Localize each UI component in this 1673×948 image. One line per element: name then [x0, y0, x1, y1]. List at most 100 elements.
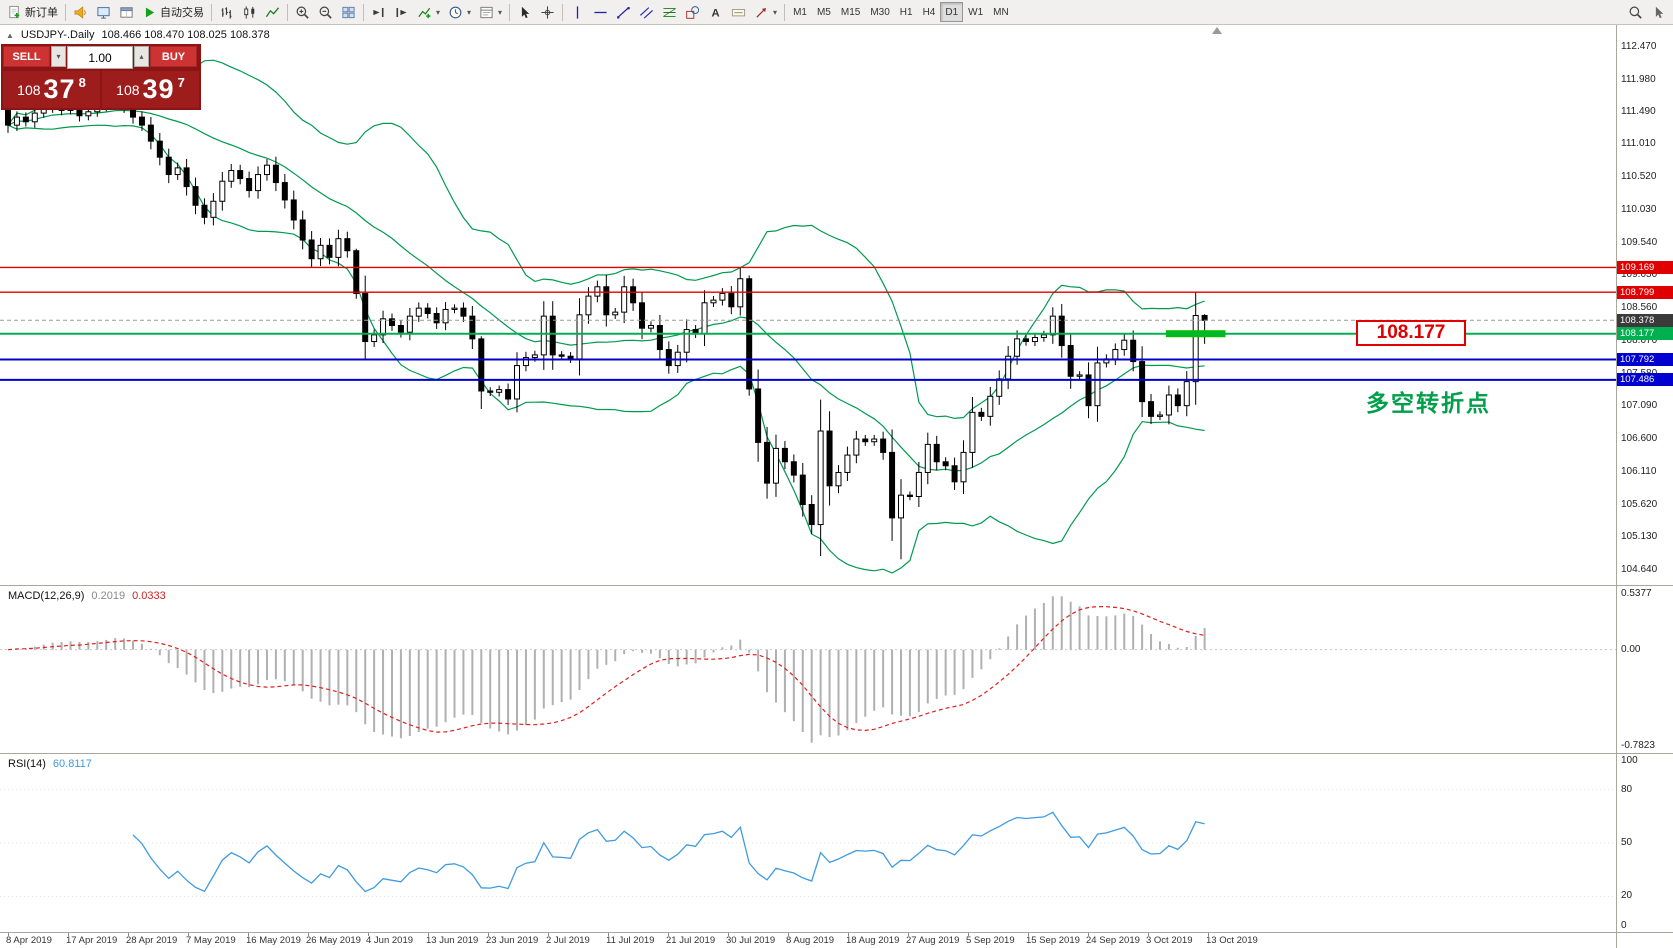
timeframe-m5-button[interactable]: M5	[812, 2, 836, 22]
text-icon: A	[711, 7, 719, 19]
fibonacci-button[interactable]	[658, 2, 681, 22]
date-axis[interactable]: 8 Apr 2019 17 Apr 2019 28 Apr 2019 7 May 20…	[0, 933, 1616, 948]
play-icon	[145, 7, 155, 17]
turning-point-annotation[interactable]: 多空转折点	[1366, 389, 1491, 416]
date-label: 30 Jul 2019	[726, 935, 776, 946]
new-order-button[interactable]: 新订单	[3, 2, 62, 22]
volume-increment-button[interactable]: ▴	[134, 46, 149, 67]
autoscroll-icon	[373, 7, 384, 17]
timeframe-h4-button[interactable]: H4	[918, 2, 941, 22]
ask-price-display[interactable]: 108 39 7	[102, 71, 199, 108]
timeframe-h4-button-label: H4	[922, 6, 936, 18]
bar-chart-button[interactable]	[215, 2, 238, 22]
dropdown-caret-icon: ▾	[436, 7, 441, 17]
equidistant-channel-button[interactable]	[635, 2, 658, 22]
panel-separator[interactable]	[0, 753, 1673, 754]
crosshair-icon	[541, 5, 554, 19]
timeframe-d1-button[interactable]: D1	[940, 2, 964, 22]
bid-base: 108	[17, 81, 41, 98]
macd-name: MACD(12,26,9)	[8, 590, 85, 602]
ask-base: 108	[116, 81, 140, 98]
toolbar-separator	[562, 3, 564, 21]
cursor-button[interactable]	[513, 2, 536, 22]
timeframe-m1-button[interactable]: M1	[788, 2, 812, 22]
timeframe-w1-button-label: W1	[968, 6, 984, 18]
auto-scroll-button[interactable]	[367, 2, 390, 22]
candlestick-chart-button[interactable]	[238, 2, 261, 22]
indicators-button[interactable]: ▾	[413, 2, 444, 22]
date-tick	[668, 933, 669, 936]
ask-sup: 7	[177, 75, 185, 90]
doc-icon	[9, 5, 20, 18]
periods-button[interactable]: ▾	[444, 2, 475, 22]
timeframe-h1-button[interactable]: H1	[895, 2, 918, 22]
rsi-name: RSI(14)	[8, 758, 46, 770]
timeframe-m15-button[interactable]: M15	[836, 2, 865, 22]
volume-input[interactable]	[67, 46, 133, 69]
timeframe-mn-button-label: MN	[993, 6, 1009, 18]
date-label: 5 Sep 2019	[966, 935, 1015, 946]
bid-price-display[interactable]: 108 37 8	[3, 71, 100, 108]
date-label: 4 Jun 2019	[366, 935, 414, 946]
date-label: 24 Sep 2019	[1086, 935, 1140, 946]
chart-quote-line: ▲ USDJPY-.Daily 108.466 108.470 108.025 …	[6, 29, 270, 41]
alerts-button[interactable]	[69, 2, 92, 22]
toolbar-right-group	[1624, 2, 1670, 22]
timeframe-w1-button[interactable]: W1	[963, 2, 988, 22]
market-watch-button[interactable]	[92, 2, 115, 22]
sell-button[interactable]: SELL	[3, 46, 50, 67]
date-tick	[368, 933, 369, 936]
quick-cursor-button[interactable]	[1647, 2, 1670, 22]
timeframe-m5-button-label: M5	[816, 6, 831, 18]
vertical-line-button[interactable]	[566, 2, 589, 22]
crosshair-button[interactable]	[536, 2, 559, 22]
date-tick	[968, 933, 969, 936]
buy-button[interactable]: BUY	[150, 46, 197, 67]
bid-sup: 8	[78, 75, 86, 90]
horizontal-line-button[interactable]	[589, 2, 612, 22]
timeframe-mn-button[interactable]: MN	[988, 2, 1014, 22]
toolbar-separator	[509, 3, 511, 21]
dropdown-caret-icon: ▾	[773, 7, 778, 17]
autotrading-button[interactable]: 自动交易	[138, 2, 208, 22]
date-label: 23 Jun 2019	[486, 935, 539, 946]
timeframe-d1-button-label: D1	[945, 6, 959, 18]
templates-button[interactable]: ▾	[475, 2, 506, 22]
date-label: 7 May 2019	[186, 935, 236, 946]
toolbar-separator	[363, 3, 364, 21]
price-axis-border	[1616, 24, 1617, 948]
label-icon	[731, 8, 746, 16]
zoom-out-button[interactable]	[314, 2, 337, 22]
timeframe-m30-button[interactable]: M30	[865, 2, 894, 22]
ohlc-values: 108.466 108.470 108.025 108.378	[101, 29, 270, 41]
chart-shift-marker[interactable]	[1212, 27, 1222, 34]
hline-icon	[594, 11, 607, 13]
line-chart-button[interactable]	[261, 2, 284, 22]
bid-big: 37	[43, 74, 76, 104]
date-label: 18 Aug 2019	[846, 935, 900, 946]
rsi-indicator-label: RSI(14) 60.8117	[8, 758, 92, 770]
toolbar-separator	[211, 3, 212, 21]
date-tick	[68, 933, 69, 936]
zoom-in-button[interactable]	[291, 2, 314, 22]
tile-windows-button[interactable]	[337, 2, 360, 22]
volume-decrement-button[interactable]: ▾	[51, 46, 66, 67]
panel-separator[interactable]	[0, 585, 1673, 586]
clock-icon	[449, 6, 462, 18]
chart-shift-button[interactable]	[390, 2, 413, 22]
text-label-button[interactable]	[727, 2, 750, 22]
date-label: 16 May 2019	[246, 935, 301, 946]
date-tick	[608, 933, 609, 936]
data-window-button[interactable]	[115, 2, 138, 22]
trendline-button[interactable]	[612, 2, 635, 22]
arrows-button[interactable]: ▾	[750, 2, 781, 22]
price-level-label[interactable]: 108.177	[1356, 319, 1466, 346]
search-button[interactable]	[1624, 2, 1647, 22]
linechart-icon	[265, 6, 280, 17]
text-button[interactable]: A	[704, 2, 727, 22]
shapes-button[interactable]	[681, 2, 704, 22]
collapse-trade-panel-icon[interactable]: ▲	[6, 30, 14, 40]
template-icon	[480, 6, 493, 18]
macd-main-value: 0.2019	[91, 590, 126, 602]
